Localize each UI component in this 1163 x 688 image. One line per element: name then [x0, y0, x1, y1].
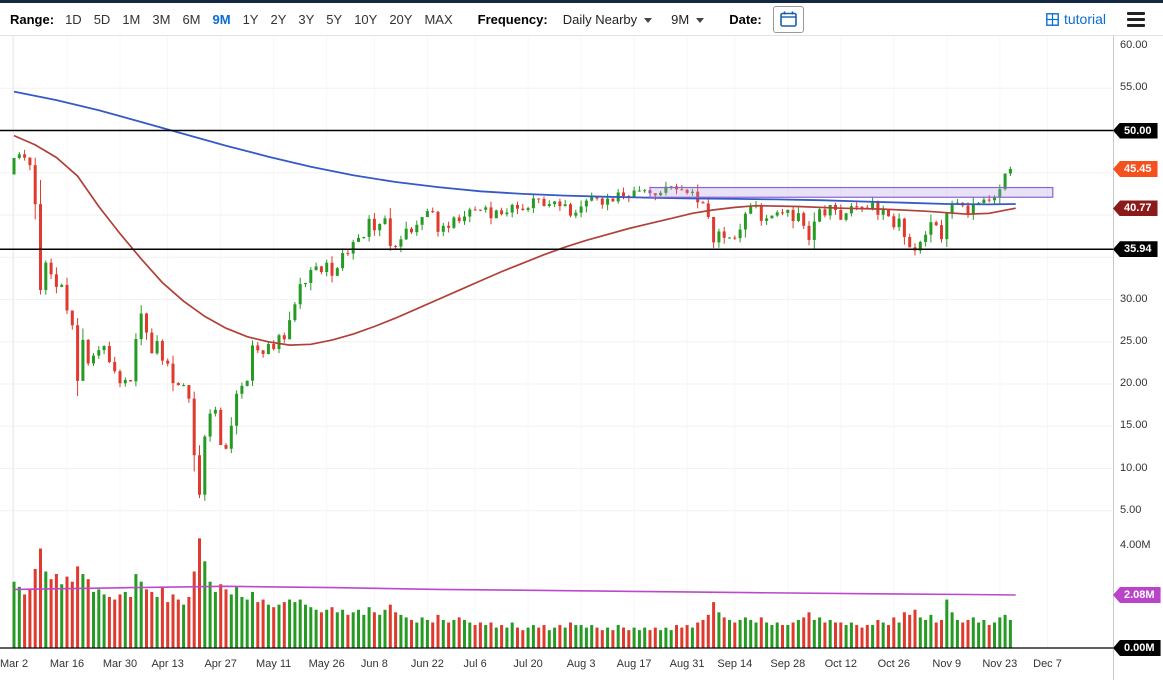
axis-separator [1113, 36, 1114, 680]
x-axis-label: Jul 20 [513, 658, 543, 670]
x-axis-label: Mar 16 [49, 658, 85, 670]
range-option-10y[interactable]: 10Y [354, 11, 378, 27]
period-value: 9M [671, 11, 690, 27]
price-badge-35.94: 35.94 [1113, 241, 1158, 258]
x-axis-label: Sep 14 [717, 658, 753, 670]
x-axis-label: Nov 23 [982, 658, 1018, 670]
calendar-button[interactable] [772, 5, 804, 33]
x-axis-label: Oct 26 [877, 658, 910, 670]
x-axis-label: Aug 17 [616, 658, 652, 670]
tutorial-label: tutorial [1063, 11, 1106, 27]
x-axis-label: Apr 13 [151, 658, 184, 670]
x-axis-label: May 11 [256, 658, 292, 670]
range-label: Range: [10, 11, 55, 27]
range-option-1y[interactable]: 1Y [242, 11, 259, 27]
calendar-icon [779, 11, 797, 27]
range-option-5y[interactable]: 5Y [326, 11, 343, 27]
price-volume-chart[interactable] [0, 36, 1113, 680]
range-option-1m[interactable]: 1M [122, 11, 141, 27]
price-axis-label: 25.00 [1120, 334, 1148, 347]
range-option-5d[interactable]: 5D [93, 11, 111, 27]
price-axis-label: 55.00 [1120, 81, 1148, 94]
price-axis-label: 60.00 [1120, 39, 1148, 51]
frequency-label: Frequency: [477, 11, 548, 27]
x-axis-label: Apr 27 [204, 658, 237, 670]
x-axis-label: Mar 30 [102, 658, 138, 670]
range-option-max[interactable]: MAX [424, 11, 453, 27]
price-badge-45.45: 45.45 [1113, 160, 1158, 177]
range-option-20y[interactable]: 20Y [389, 11, 413, 27]
price-axis-label: 20.00 [1120, 377, 1148, 389]
price-axis-label: 5.00 [1120, 503, 1142, 516]
price-axis-label: 30.00 [1120, 292, 1148, 305]
range-option-2y[interactable]: 2Y [270, 11, 287, 27]
chart-region: 60.00 55.00 30.00 25.00 20.00 15.00 10.00 5.00 4… [0, 36, 1163, 688]
volume-axis-label: 4.00M [1120, 539, 1151, 551]
x-axis-label: Dec 7 [1033, 658, 1062, 670]
chevron-down-icon [696, 17, 705, 23]
price-axis-label: 15.00 [1120, 419, 1148, 432]
x-axis-label: Nov 9 [932, 658, 962, 670]
price-badge-40.77: 40.77 [1113, 200, 1158, 217]
chevron-down-icon [644, 17, 653, 23]
range-option-1d[interactable]: 1D [65, 11, 82, 27]
x-axis-label: Oct 12 [824, 658, 857, 670]
range-option-9m[interactable]: 9M [212, 11, 231, 27]
x-axis-label: Aug 31 [669, 658, 705, 670]
chart-toolbar: Range: 1D 5D 1M 3M 6M 9M 1Y 2Y 3Y 5Y 10Y 20Y MAX Fre… [0, 0, 1163, 36]
frequency-value: Daily Nearby [562, 11, 638, 27]
x-axis-label: Mar 2 [0, 658, 29, 670]
frequency-dropdown[interactable]: Daily Nearby [559, 10, 656, 29]
price-axis: 60.00 55.00 30.00 25.00 20.00 15.00 10.00 5.00 4… [1113, 36, 1163, 688]
period-dropdown[interactable]: 9M [667, 10, 708, 29]
range-option-6m[interactable]: 6M [182, 11, 201, 27]
price-badge-2.08m: 2.08M [1113, 586, 1161, 603]
x-axis-label: May 26 [308, 658, 345, 670]
x-axis-label: Aug 3 [566, 658, 596, 670]
tutorial-icon [1046, 12, 1059, 26]
tutorial-link[interactable]: tutorial [1046, 11, 1106, 27]
price-badge-50.00: 50.00 [1113, 122, 1158, 139]
range-option-3y[interactable]: 3Y [298, 11, 315, 27]
menu-icon[interactable] [1127, 11, 1145, 27]
x-axis-label: Jun 8 [360, 658, 388, 670]
range-options: 1D 5D 1M 3M 6M 9M 1Y 2Y 3Y 5Y 10Y 20Y MAX [65, 12, 453, 27]
x-axis-label: Jul 6 [463, 658, 487, 670]
range-option-3m[interactable]: 3M [152, 11, 171, 27]
x-axis-label: Sep 28 [770, 658, 806, 670]
date-label: Date: [729, 11, 762, 27]
price-badge-0.00m: 0.00M [1113, 640, 1161, 656]
price-axis-label: 10.00 [1120, 461, 1148, 474]
x-axis-label: Jun 22 [410, 658, 444, 670]
